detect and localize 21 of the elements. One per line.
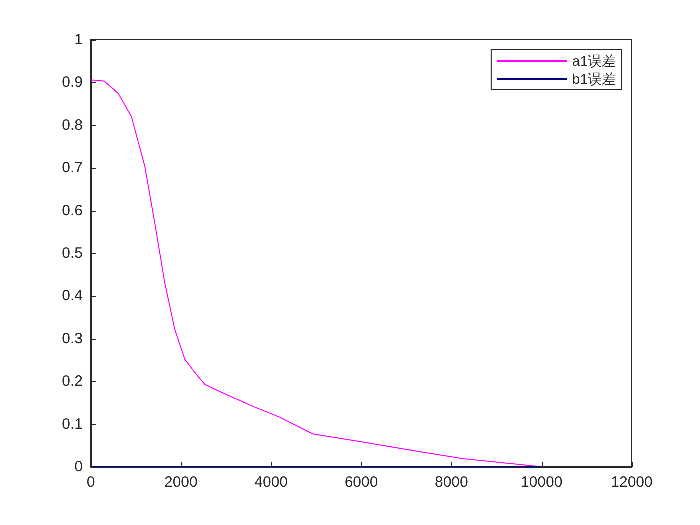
y-tick-label: 0.1 <box>62 416 83 433</box>
y-tick-label: 0.3 <box>62 330 83 348</box>
line-series <box>90 80 542 468</box>
x-tick-label: 10000 <box>520 474 563 491</box>
legend-label: b1误差 <box>572 71 616 87</box>
y-tick-label: 0 <box>74 458 83 476</box>
x-tick-label: 2000 <box>164 474 198 491</box>
y-tick-label: 0.7 <box>62 160 83 177</box>
y-tick-label: 0.2 <box>62 373 83 390</box>
legend-label: a1误差 <box>572 53 616 69</box>
x-tick-label: 8000 <box>434 474 468 491</box>
y-tick-label: 1 <box>74 32 83 48</box>
x-tick-label: 4000 <box>254 474 288 491</box>
y-tick-label: 0.5 <box>62 245 83 262</box>
x-tick-label: 6000 <box>344 474 378 491</box>
x-tick-label: 0 <box>86 474 96 491</box>
y-tick-label: 0.4 <box>62 288 83 305</box>
x-tick-label: 12000 <box>611 474 653 491</box>
y-tick-label: 0.6 <box>62 202 83 220</box>
y-tick-label: 0.9 <box>62 74 83 92</box>
y-tick-label: 0.8 <box>62 116 83 134</box>
